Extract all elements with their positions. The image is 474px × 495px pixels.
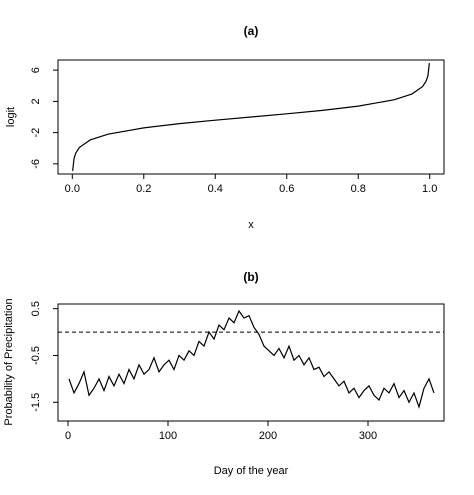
panel-a-marks: 0.0 0.2 0.4 0.6 0.8 1.0 6 2 -2 -6 xyxy=(30,62,437,195)
panel-a-xtick-label: 0.6 xyxy=(279,183,294,195)
panel-b-xtick-label: 300 xyxy=(359,430,377,442)
panel-a-series-line xyxy=(72,62,430,172)
panel-a-xtick-label: 0.8 xyxy=(351,183,366,195)
panel-a-plot-frame xyxy=(57,59,445,175)
panel-b-xtick-label: 100 xyxy=(159,430,177,442)
panel-b-ytick-label: -1.5 xyxy=(30,393,42,412)
panel-a-xtick-label: 0.2 xyxy=(136,183,151,195)
panel-a-xtick-label: 1.0 xyxy=(422,183,437,195)
panel-a-ytick-label: -2 xyxy=(30,128,42,138)
panel-b-ytick-label: -0.5 xyxy=(30,346,42,365)
panel-b-marks: 0 100 200 300 0.5 -0.5 -1.5 xyxy=(30,301,444,442)
panel-a-xtick-label: 0.4 xyxy=(208,183,223,195)
panel-b-ylabel: Probability of Precipitation xyxy=(3,298,15,425)
panel-a-xlabel: x xyxy=(248,219,254,231)
panel-a-ytick-label: 6 xyxy=(30,67,42,73)
panel-a-ytick-label: 2 xyxy=(30,98,42,104)
panel-b-xlabel: Day of the year xyxy=(214,465,289,477)
panel-b-plot-frame xyxy=(57,303,445,422)
panel-b-xtick-label: 200 xyxy=(259,430,277,442)
panel-b-ytick-label: 0.5 xyxy=(30,301,42,316)
panel-a-ylabel: logit xyxy=(5,107,17,127)
panel-b-xtick-label: 0 xyxy=(65,430,71,442)
panel-a-title: (a) xyxy=(244,24,259,38)
panel-a-ytick-label: -6 xyxy=(30,159,42,169)
panel-b-series-line xyxy=(68,309,435,409)
panel-a-xtick-label: 0.0 xyxy=(65,183,80,195)
panel-b-title: (b) xyxy=(243,270,258,284)
